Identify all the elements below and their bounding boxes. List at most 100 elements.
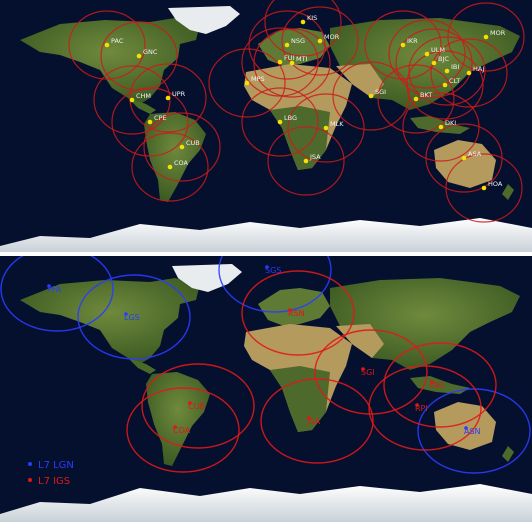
station-dot-rpi [415,403,419,407]
africa-forest [270,366,330,432]
station-dot-sgi [368,93,374,99]
station-dot-mps [244,80,250,86]
station-label-sgs: SGS [265,266,281,275]
station-dot-pac [104,42,110,48]
station-dot-mti [289,60,295,66]
coverage-circle-mti [253,28,331,98]
station-label-sgi: SGI [375,88,386,96]
antarctica [0,218,532,252]
station-label-dki: DKI [430,381,444,390]
station-dot-pfa [47,284,51,288]
station-dot-ulm [424,51,430,57]
station-label-pfa: PFA [47,285,62,294]
australia [434,140,496,188]
legend: L7 LGN L7 IGS [28,460,74,487]
coverage-circle-mps [208,48,286,118]
station-label-ikr: IKR [407,37,418,45]
station-dot-asn [464,426,468,430]
station-dot-lgs [124,312,128,316]
coverage-circle-mor [281,6,359,76]
bottom-map-panel: SGS PFA LGS ASN RSN SGI DKI RPI CUB COA JSA L7 LGN… [0,256,532,522]
station-label-mlk: MLK [330,120,344,128]
legend-lgn-dot [28,462,32,466]
station-dot-chm [129,97,135,103]
top-map-panel: KIS PAC GNC NSG MOR MOR IKR ULM FUI MTI BJC IBI HAJ M… [0,0,532,252]
station-dot-hoa [481,185,487,191]
greenland [168,6,240,34]
station-label-clt: CLT [449,77,460,85]
station-label-cub: CUB [186,139,200,147]
coverage-circle-hoa [445,153,523,223]
coverage-circle-lbg [241,87,319,157]
station-dot-mlk [323,125,329,131]
north-america [20,278,200,364]
station-dot-cpe [147,119,153,125]
station-dot-asa [461,155,467,161]
station-label-mor: MOR [490,29,506,37]
station-label-jsa: JSA [309,153,321,161]
station-dot-sgi [361,367,365,371]
legend-lgn-label: L7 LGN [38,460,74,471]
coverage-circle-cub [141,363,255,449]
station-label-hoa: HOA [488,180,503,188]
station-dot-kis [300,19,306,25]
station-label-cpe: CPE [154,114,167,122]
station-dot-cub [188,401,192,405]
station-dot-lbg [277,119,283,125]
station-label-fui: FUI [284,54,294,62]
central-america [128,358,156,374]
station-label-gnc: GNC [143,48,158,56]
top-coverage-circles [68,0,525,223]
station-dot-coa [167,164,173,170]
coverage-circle-gnc [100,21,178,91]
coverage-circle-ulm [388,19,466,89]
station-dot-cub [179,144,185,150]
africa-forest [270,106,330,170]
coverage-circle-rsn [241,270,355,356]
station-label-lbg: LBG [284,114,297,122]
station-label-asn: ASN [464,427,481,436]
coverage-circle-kis [264,0,342,57]
europe [258,288,330,326]
middle-east-desert [336,64,384,98]
station-label-coa: COA [174,159,189,167]
station-label-bkt: BKT [420,91,432,99]
station-label-coa: COA [173,426,191,435]
station-dot-upr [165,95,171,101]
bottom-coverage-circles [0,256,531,474]
coverage-circle-ibi [408,36,486,106]
station-label-haj: HAJ [473,65,484,73]
coverage-circle-cpe [111,87,189,157]
station-dot-bkt [413,96,419,102]
south-america [146,372,210,466]
station-label-sgi: SGI [361,368,375,377]
coverage-circle-upr [129,63,207,133]
coverage-circle-sgi [314,329,428,415]
coverage-circle-rpi [368,365,482,451]
station-label-mti: MTI [296,55,308,63]
station-label-asa: ASA [468,150,482,158]
coverage-circle-ikr [364,10,442,80]
station-label-jsa: JSA [306,417,321,426]
station-label-cub: CUB [188,402,205,411]
station-dot-mor [483,34,489,40]
coverage-circle-lgs [77,274,191,360]
north-america [20,18,200,104]
station-label-mps: MPS [251,75,265,83]
station-dot-clt [442,82,448,88]
station-dot-rsn [288,308,292,312]
station-label-pac: PAC [111,37,124,45]
station-dot-jsa [303,158,309,164]
station-label-rpi: RPI [415,404,428,413]
new-zealand [502,446,514,462]
coverage-circle-coa [131,132,209,202]
station-dot-bjc [431,60,437,66]
station-label-chm: CHM [136,92,151,100]
coverage-circle-haj [430,38,508,108]
coverage-circle-dki [383,342,497,428]
station-label-upr: UPR [172,90,186,98]
bottom-station-markers: SGS PFA LGS ASN RSN SGI DKI RPI CUB COA JSA [47,265,481,436]
